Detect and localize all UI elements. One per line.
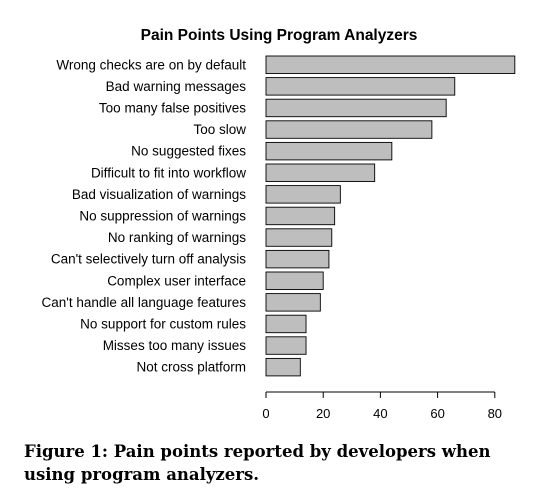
category-label-14: Not cross platform: [136, 360, 246, 375]
bar-11: [265, 293, 321, 312]
x-tick-label-3: 60: [430, 406, 444, 421]
category-label-1: Bad warning messages: [106, 79, 247, 94]
bars-layer: [265, 55, 516, 377]
x-tick-label-1: 20: [316, 406, 330, 421]
bar-13: [265, 336, 307, 355]
category-label-11: Can't handle all language features: [42, 295, 247, 310]
bar-7: [265, 206, 336, 226]
bar-6: [265, 185, 341, 204]
chart-title: Pain Points Using Program Analyzers: [141, 27, 418, 44]
x-axis: 0 20 40 60 80: [262, 391, 502, 421]
bar-14: [265, 357, 301, 377]
x-tick-label-4: 80: [488, 406, 502, 421]
bar-2: [265, 98, 447, 118]
bar-1: [265, 77, 456, 96]
category-label-8: No ranking of warnings: [108, 230, 246, 245]
bar-10: [265, 271, 324, 290]
bar-3: [265, 120, 433, 139]
category-label-13: Misses too many issues: [103, 338, 247, 353]
category-label-9: Can't selectively turn off analysis: [51, 252, 246, 267]
bar-9: [265, 249, 330, 269]
category-labels: Wrong checks are on by default Bad warnin…: [42, 57, 247, 374]
category-label-4: No suggested fixes: [131, 144, 246, 159]
x-tick-label-0: 0: [262, 406, 269, 421]
category-label-12: No support for custom rules: [80, 316, 246, 331]
bar-chart: Pain Points Using Program Analyzers Wron…: [42, 27, 516, 421]
category-label-6: Bad visualization of warnings: [72, 187, 246, 202]
category-label-3: Too slow: [193, 122, 246, 137]
bar-5: [265, 163, 376, 182]
bar-8: [265, 228, 333, 247]
category-label-7: No suppression of warnings: [79, 208, 246, 223]
category-label-2: Too many false positives: [99, 100, 246, 115]
category-label-0: Wrong checks are on by default: [56, 57, 246, 72]
bar-4: [265, 141, 393, 161]
bar-12: [265, 314, 307, 334]
category-label-5: Difficult to fit into workflow: [91, 165, 246, 180]
bar-0: [265, 55, 516, 74]
figure-caption: Figure 1: Pain points reported by develo…: [24, 442, 491, 484]
x-tick-label-2: 40: [373, 406, 387, 421]
category-label-10: Complex user interface: [107, 273, 246, 288]
